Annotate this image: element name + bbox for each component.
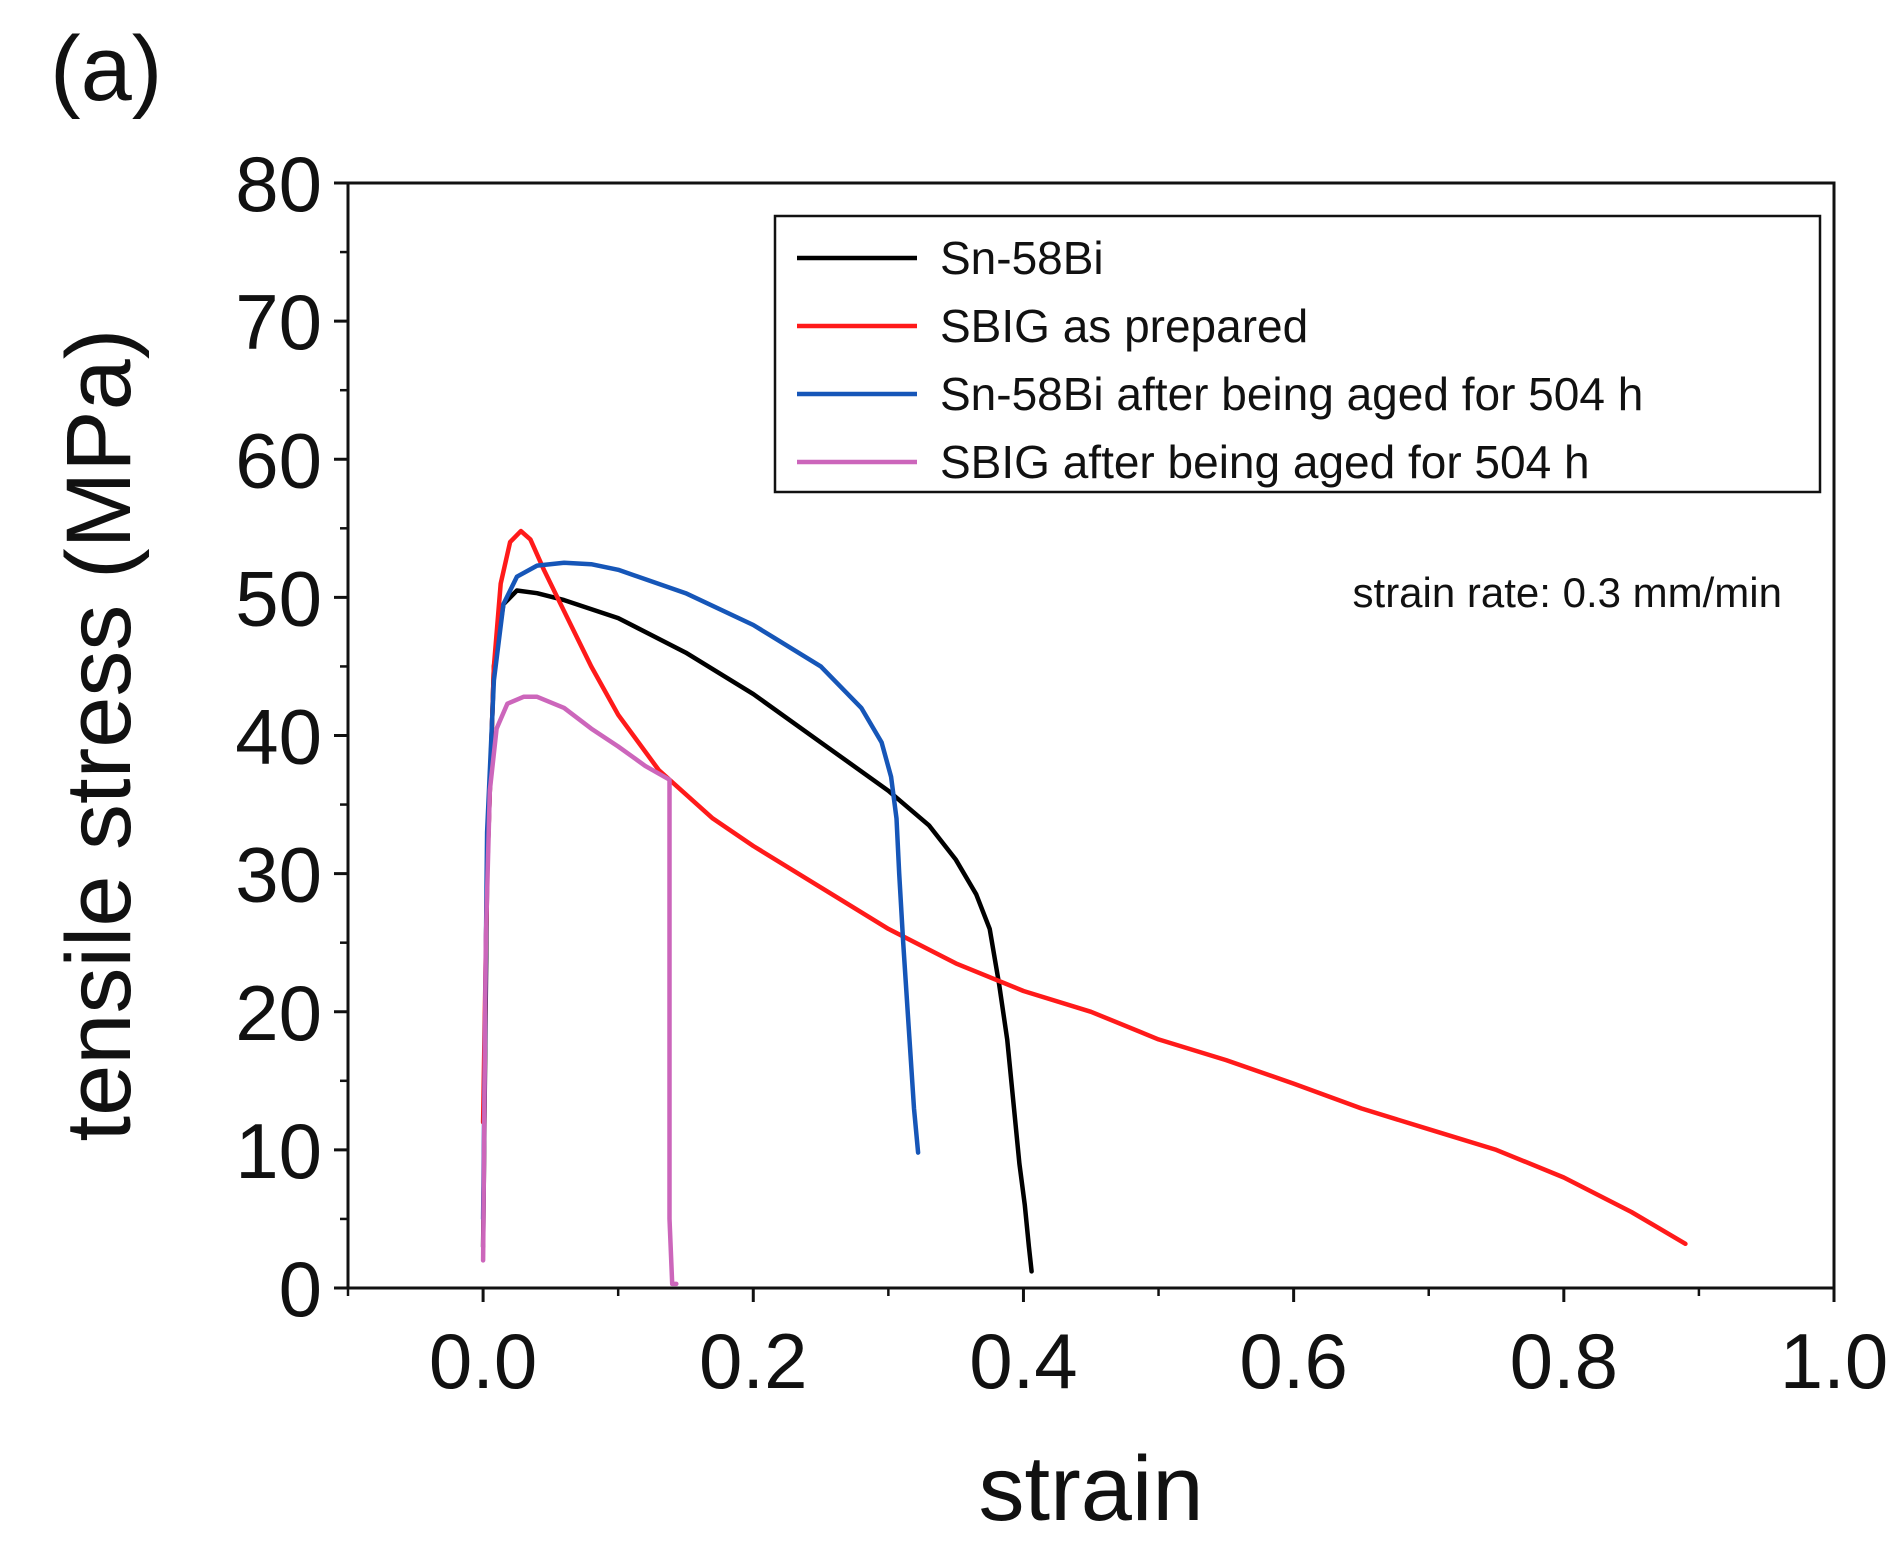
x-tick-label: 0.2 xyxy=(699,1317,807,1405)
panel-label: (a) xyxy=(50,18,162,120)
legend-box xyxy=(773,214,1822,494)
y-tick-label: 40 xyxy=(235,693,322,781)
y-tick-label: 80 xyxy=(235,140,322,228)
series-line-0 xyxy=(480,588,1034,1274)
y-tick-label: 60 xyxy=(235,416,322,504)
axes-layer: 0.0 0.2 0.4 0.6 0.8 1.0 0 10 20 30 40 50 60 70 80 xyxy=(235,140,1888,1405)
series-line-1 xyxy=(480,528,1688,1247)
legend-label: Sn-58Bi xyxy=(940,232,1104,284)
x-tick-label: 1.0 xyxy=(1780,1317,1888,1405)
y-tick-label: 10 xyxy=(235,1107,322,1195)
legend-label: Sn-58Bi after being aged for 504 h xyxy=(940,368,1643,420)
y-tick-label: 0 xyxy=(279,1245,322,1333)
plot-frame xyxy=(346,181,1836,1290)
series-layer xyxy=(480,528,1688,1287)
series-line-3 xyxy=(480,694,679,1287)
x-tick-label: 0.8 xyxy=(1510,1317,1618,1405)
y-tick-label: 50 xyxy=(235,554,322,642)
y-tick-label: 20 xyxy=(235,969,322,1057)
y-axis-title: tensile stress (MPa) xyxy=(48,329,150,1142)
legend-label: SBIG after being aged for 504 h xyxy=(940,436,1590,488)
series-line-2 xyxy=(480,560,921,1222)
y-tick-label: 70 xyxy=(235,278,322,366)
x-tick-label: 0.6 xyxy=(1239,1317,1347,1405)
x-axis-title: strain xyxy=(979,1438,1204,1540)
strain-rate-annotation: strain rate: 0.3 mm/min xyxy=(1353,569,1782,616)
legend: Sn-58Bi SBIG as prepared Sn-58Bi after bei… xyxy=(773,214,1822,494)
y-tick-label: 30 xyxy=(235,831,322,919)
x-tick-label: 0.4 xyxy=(969,1317,1077,1405)
x-tick-label: 0.0 xyxy=(429,1317,537,1405)
legend-label: SBIG as prepared xyxy=(940,300,1308,352)
